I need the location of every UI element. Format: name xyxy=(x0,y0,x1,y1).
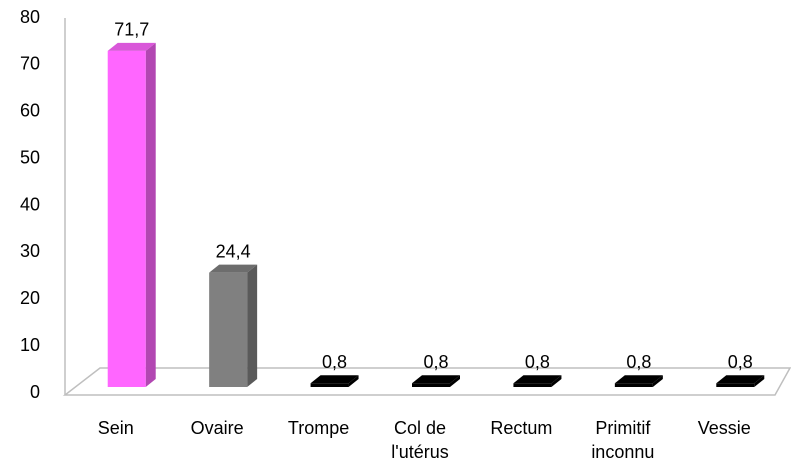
y-tick-label: 60 xyxy=(20,101,40,121)
x-tick-label: Rectum xyxy=(490,418,553,438)
bar-top xyxy=(412,375,460,384)
y-tick-label: 30 xyxy=(20,241,40,261)
bar-top xyxy=(614,375,663,384)
y-tick-label: 0 xyxy=(30,382,40,402)
x-tick-label: Sein xyxy=(97,418,134,438)
y-tick-label: 50 xyxy=(20,147,40,167)
value-label: 0,8 xyxy=(626,352,651,372)
bar xyxy=(716,383,755,387)
floor xyxy=(62,367,791,396)
bar xyxy=(310,383,349,387)
value-label: 24,4 xyxy=(216,241,251,261)
value-label: 0,8 xyxy=(423,352,448,372)
y-tick-label: 70 xyxy=(20,54,40,74)
bar-side xyxy=(754,375,765,387)
bar-side xyxy=(551,375,562,387)
y-tick-label: 80 xyxy=(20,7,40,27)
bar xyxy=(513,383,552,387)
bar xyxy=(107,50,146,387)
value-label: 0,8 xyxy=(525,352,550,372)
x-tick-label: Vessie xyxy=(697,418,751,438)
x-tick-label: Trompe xyxy=(287,418,350,438)
x-tick-label: Col de l'utérus xyxy=(391,418,449,462)
bar-side xyxy=(450,375,460,387)
y-tick-label: 10 xyxy=(20,335,40,355)
y-tick-label: 20 xyxy=(20,288,40,308)
bar xyxy=(614,383,653,387)
bar-side xyxy=(145,42,156,387)
bar-side xyxy=(348,375,359,387)
bar-top xyxy=(716,375,765,384)
bar-side xyxy=(652,375,663,387)
x-tick-label: Primitif inconnu xyxy=(591,418,655,462)
bar-top xyxy=(107,42,156,51)
value-label: 71,7 xyxy=(114,20,149,40)
bar xyxy=(209,272,248,387)
x-tick-label: Ovaire xyxy=(190,418,244,438)
value-label: 0,8 xyxy=(322,352,347,372)
y-tick-label: 40 xyxy=(20,194,40,214)
bar-top xyxy=(513,375,562,384)
value-label: 0,8 xyxy=(728,352,753,372)
bar-side xyxy=(247,264,258,387)
bar-top xyxy=(310,375,359,384)
bar-top xyxy=(209,264,258,273)
bar xyxy=(412,383,450,387)
